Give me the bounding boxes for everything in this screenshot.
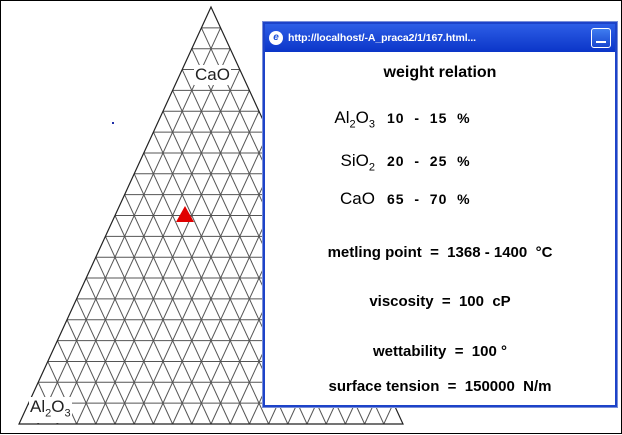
viscosity: viscosity = 100 cP <box>265 293 615 310</box>
grid-line-diagonal-right <box>86 278 153 424</box>
popup-window[interactable]: e http://localhost/-A_praca2/1/167.html.… <box>263 22 617 407</box>
vertex-label-cao: CaO <box>194 65 231 85</box>
browser-icon: e <box>269 31 283 45</box>
grid-line-diagonal-left <box>38 28 220 424</box>
component-name: Al2O3 <box>305 108 387 130</box>
component-range: 20 - 25 % <box>387 153 471 169</box>
weight-relation-heading: weight relation <box>265 64 615 82</box>
grid-line-diagonal-left <box>153 153 278 424</box>
grid-line-diagonal-right <box>67 320 115 424</box>
component-row-sio2: SiO2 20 - 25 % <box>305 151 471 175</box>
component-name: CaO <box>305 189 387 209</box>
component-row-al2o3: Al2O3 10 - 15 % <box>305 108 471 132</box>
grid-line-diagonal-right <box>125 195 231 424</box>
grid-line-diagonal-left <box>115 111 259 424</box>
wettability: wettability = 100 ° <box>265 343 615 360</box>
popup-titlebar[interactable]: e http://localhost/-A_praca2/1/167.html.… <box>265 24 615 52</box>
component-row-cao: CaO 65 - 70 % <box>305 189 471 213</box>
popup-url: http://localhost/-A_praca2/1/167.html... <box>288 32 591 44</box>
grid-line-diagonal-right <box>105 236 191 424</box>
minimize-button[interactable] <box>591 28 611 48</box>
popup-content: weight relation Al2O3 10 - 15 % SiO2 20 … <box>265 52 615 405</box>
component-name: SiO2 <box>305 151 387 173</box>
blue-dot <box>112 122 114 124</box>
melting-point: metling point = 1368 - 1400 °C <box>265 244 615 261</box>
grid-line-diagonal-right <box>144 153 269 424</box>
component-range: 10 - 15 % <box>387 110 471 126</box>
surface-tension: surface tension = 150000 N/m <box>265 378 615 395</box>
component-range: 65 - 70 % <box>387 191 471 207</box>
vertex-label-al2o3: Al2O3 <box>29 397 72 423</box>
